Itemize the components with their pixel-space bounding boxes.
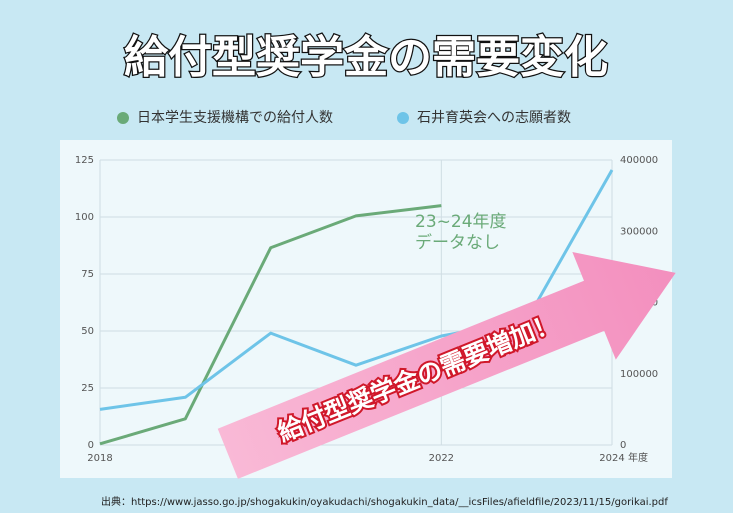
y2-tick-label: 300000	[620, 226, 658, 237]
x-axis-label: 年度	[628, 451, 648, 464]
x-tick-label: 2018	[87, 453, 112, 464]
series-line	[99, 204, 442, 446]
annotation: 23~24年度	[415, 212, 507, 232]
y-tick-label: 125	[75, 155, 94, 166]
source: 出典：https://www.jasso.go.jp/shogakukin/oy…	[101, 495, 668, 508]
legend-marker	[117, 112, 129, 124]
annotation: データなし	[415, 232, 500, 253]
chart-title: 給付型奨学金の需要変化	[124, 32, 608, 83]
y2-tick-label: 0	[620, 440, 626, 451]
y-tick-label: 25	[81, 383, 94, 394]
x-tick-label: 2022	[429, 453, 454, 464]
legend-label: 日本学生支援機構での給付人数	[137, 110, 333, 126]
y-tick-label: 50	[81, 326, 94, 337]
x-tick-label: 2024	[599, 453, 624, 464]
legend-marker	[397, 112, 409, 124]
y-tick-label: 75	[81, 269, 94, 280]
legend-label: 石井育英会への志願者数	[417, 109, 571, 126]
y2-tick-label: 400000	[620, 155, 658, 166]
y-tick-label: 0	[88, 440, 94, 451]
arrow-shape	[217, 252, 676, 479]
y-tick-label: 100	[75, 212, 94, 223]
y2-tick-label: 100000	[620, 369, 658, 380]
